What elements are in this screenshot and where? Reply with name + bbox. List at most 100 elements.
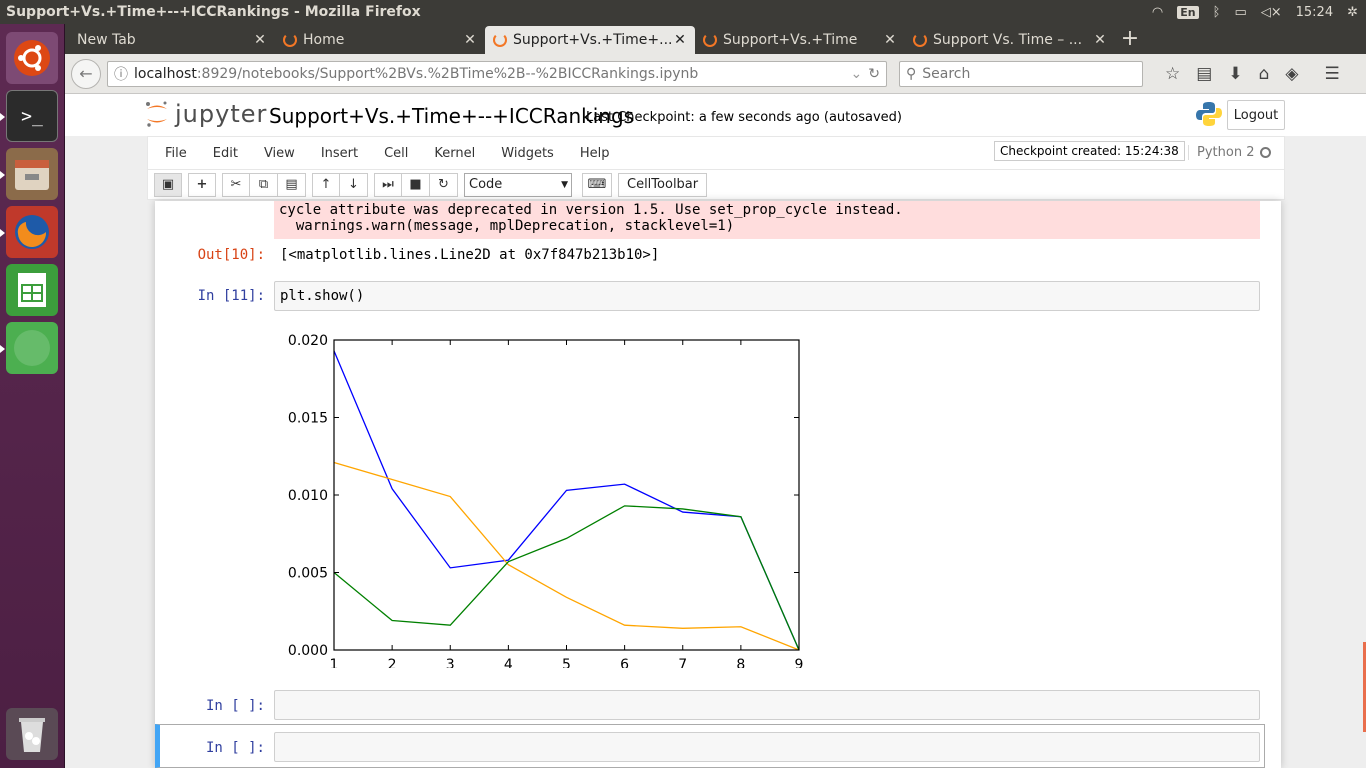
download-icon[interactable]: ⬇ (1228, 63, 1243, 84)
app-arrow-files (0, 171, 5, 179)
url-bar[interactable]: ⓘ localhost :8929/notebooks/Support%2BVs… (107, 60, 887, 87)
paste-button[interactable]: ▤ (278, 172, 306, 197)
menu-widgets[interactable]: Widgets (501, 145, 554, 161)
reading-list-icon[interactable]: ▤ (1196, 63, 1213, 84)
search-input[interactable]: ⚲ Search (899, 60, 1143, 87)
tab-bar: New Tab ✕ Home ✕ Support+Vs.+Time+... ✕ … (65, 24, 1366, 54)
code-cell-input[interactable]: plt.show() (274, 281, 1260, 311)
notebook-title[interactable]: Support+Vs.+Time+--+ICCRankings (269, 104, 635, 128)
tab-label: Support+Vs.+Time (723, 32, 858, 48)
url-host: localhost (134, 65, 197, 82)
tab-support-vs-time-2[interactable]: Support Vs. Time – ... ✕ (905, 26, 1115, 54)
paste-icon: ▤ (285, 177, 298, 192)
close-icon[interactable]: ✕ (1094, 32, 1106, 48)
close-icon[interactable]: ✕ (464, 32, 476, 48)
panel-indicators: ◠ En ᛒ ▭ ◁× 15:24 ✲ (1152, 5, 1366, 20)
move-up-button[interactable]: ↑ (312, 172, 340, 197)
code-text: plt.show() (280, 288, 365, 304)
save-icon: ▣ (161, 177, 175, 192)
tab-home[interactable]: Home ✕ (275, 26, 485, 54)
pocket-icon[interactable]: ◈ (1285, 63, 1299, 84)
arrow-up-icon: ↑ (320, 177, 332, 192)
files-icon[interactable] (6, 148, 58, 200)
restart-kernel-button[interactable]: ↻ (430, 172, 458, 197)
logout-button[interactable]: Logout (1227, 100, 1285, 130)
menu-help[interactable]: Help (579, 145, 610, 161)
home-icon[interactable]: ⌂ (1258, 63, 1270, 84)
selected-code-cell-input[interactable] (274, 732, 1260, 762)
celltoolbar-button[interactable]: CellToolbar (618, 172, 708, 197)
back-button[interactable]: ← (71, 58, 101, 89)
close-icon[interactable]: ✕ (674, 32, 686, 48)
wifi-icon[interactable]: ◠ (1151, 4, 1164, 20)
x-tick-label: 9 (795, 657, 804, 668)
nav-icons: ☆ ▤ ⬇ ⌂ ◈ ☰ (1165, 64, 1340, 84)
info-icon[interactable]: ⓘ (114, 66, 128, 83)
search-icon: ⚲ (906, 65, 917, 82)
menu-view[interactable]: View (263, 145, 295, 161)
copy-button[interactable]: ⧉ (250, 172, 278, 197)
close-icon[interactable]: ✕ (884, 32, 896, 48)
terminal-icon[interactable]: >_ (6, 90, 58, 142)
bookmark-star-icon[interactable]: ☆ (1165, 63, 1181, 84)
interrupt-button[interactable]: ■ (402, 172, 430, 197)
jupyter-logo[interactable]: jupyter (145, 100, 267, 128)
x-tick-label: 8 (736, 657, 745, 668)
stop-icon: ■ (409, 177, 422, 192)
cell-type-select[interactable]: Code ▼ (464, 172, 572, 197)
firefox-icon[interactable] (6, 206, 58, 258)
unity-launcher: >_ (0, 24, 65, 768)
gear-icon[interactable]: ✲ (1347, 4, 1358, 20)
close-icon[interactable]: ✕ (254, 32, 266, 48)
menu-cell[interactable]: Cell (384, 145, 409, 161)
ubuntu-dash-icon[interactable] (6, 32, 58, 84)
menu-bar: File Edit View Insert Cell Kernel Widget… (147, 136, 1285, 170)
menu-kernel[interactable]: Kernel (434, 145, 476, 161)
new-tab-button[interactable]: + (1120, 26, 1140, 51)
clock[interactable]: 15:24 (1295, 4, 1334, 20)
tab-label: Support Vs. Time – ... (933, 32, 1083, 48)
empty-code-cell-input[interactable] (274, 690, 1260, 720)
green-app-icon[interactable] (6, 322, 58, 374)
command-palette-button[interactable]: ⌨ (582, 172, 612, 197)
run-cell-button[interactable]: ⏭ (374, 172, 402, 197)
chevron-down-icon: ▼ (561, 179, 568, 190)
menu-edit[interactable]: Edit (212, 145, 238, 161)
plus-icon: + (196, 177, 208, 192)
libreoffice-calc-icon[interactable] (6, 264, 58, 316)
tab-new-tab[interactable]: New Tab ✕ (65, 26, 275, 54)
tab-label: Home (303, 32, 345, 48)
python-logo-icon (1196, 102, 1222, 126)
scissors-icon: ✂ (230, 177, 242, 192)
reload-icon[interactable]: ↻ (868, 65, 880, 82)
y-tick-label: 0.020 (288, 333, 328, 349)
active-app-arrow (0, 113, 5, 121)
tab-notebook-active[interactable]: Support+Vs.+Time+... ✕ (485, 26, 695, 54)
y-tick-label: 0.015 (288, 411, 328, 427)
menu-file[interactable]: File (165, 145, 187, 161)
keyboard-layout-indicator[interactable]: En (1177, 5, 1199, 19)
bluetooth-icon[interactable]: ᛒ (1212, 4, 1221, 20)
series-line-1 (333, 461, 800, 651)
dropdown-icon[interactable]: ⌄ (850, 65, 863, 82)
move-down-button[interactable]: ↓ (340, 172, 368, 197)
menu-insert[interactable]: Insert (320, 145, 359, 161)
battery-icon[interactable]: ▭ (1234, 4, 1247, 20)
hamburger-menu-icon[interactable]: ☰ (1324, 63, 1340, 84)
cut-button[interactable]: ✂ (222, 172, 250, 197)
input-prompt: In [11]: (197, 288, 265, 304)
series-line-0 (333, 350, 800, 651)
y-tick-label: 0.010 (288, 488, 328, 504)
volume-icon[interactable]: ◁× (1260, 4, 1282, 20)
cell-type-value: Code (469, 177, 503, 192)
scrollbar[interactable] (1363, 642, 1366, 732)
insert-cell-button[interactable]: + (188, 172, 216, 197)
app-arrow-firefox (0, 229, 5, 237)
save-button[interactable]: ▣ (154, 172, 182, 197)
jupyter-favicon-icon (703, 33, 717, 47)
kernel-idle-icon (1260, 147, 1272, 158)
trash-icon[interactable] (6, 708, 58, 760)
tab-support-vs-time[interactable]: Support+Vs.+Time ✕ (695, 26, 905, 54)
jupyter-favicon-icon (493, 33, 507, 47)
arrow-down-icon: ↓ (348, 177, 359, 192)
